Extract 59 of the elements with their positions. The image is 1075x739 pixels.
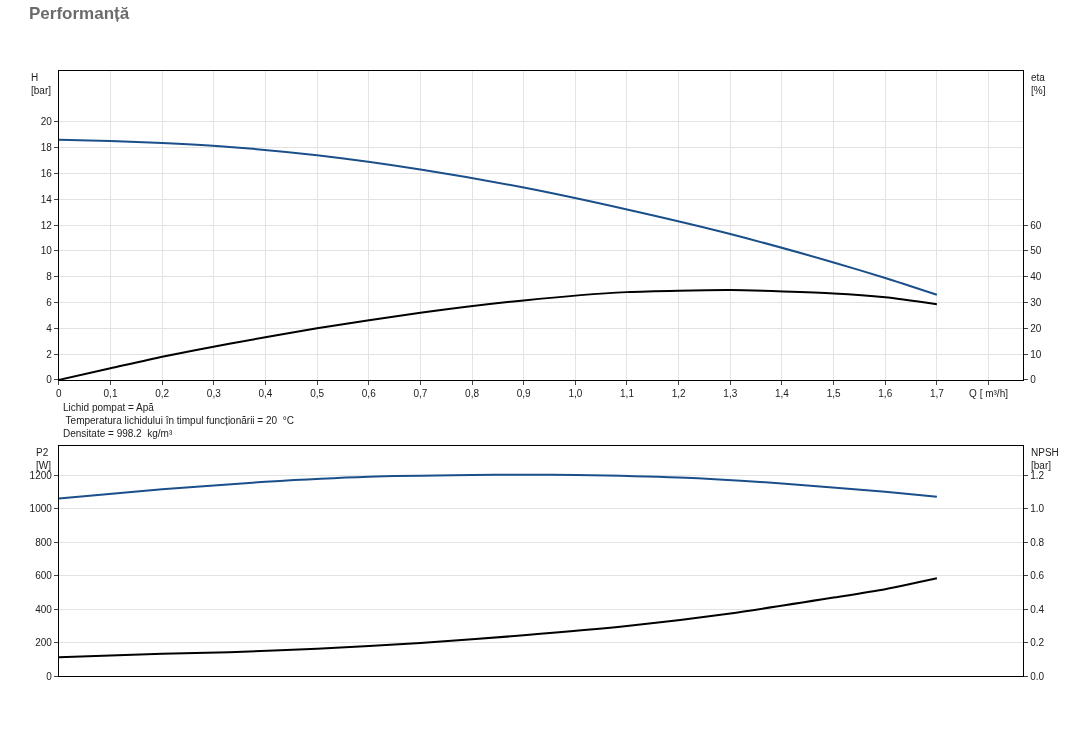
line-series [58, 473, 938, 500]
x-tick-label: 0,4 [258, 387, 273, 399]
x-tick-label: 0,1 [103, 387, 118, 399]
y2-tick-label: 1.0 [1030, 503, 1045, 515]
y-tick-label: 18 [40, 142, 53, 154]
x-tick-label: 1,7 [929, 387, 945, 399]
y-tick-label: 14 [40, 193, 53, 205]
x-tick-label: 0 [56, 387, 63, 399]
x-tick-label: 0,5 [310, 387, 325, 399]
y-tick-label: 800 [35, 536, 53, 548]
y2-tick-label: 30 [1030, 296, 1042, 308]
y-tick-label: 400 [35, 603, 53, 615]
y-tick-label: 0 [46, 374, 53, 386]
y-tick-label: 1000 [29, 503, 53, 515]
y-tick-label: 2 [46, 348, 53, 360]
y-tick-label: 12 [40, 219, 53, 231]
y-tick-label: 4 [46, 322, 53, 334]
y-tick-label: 10 [40, 245, 53, 257]
y2-tick-label: 10 [1030, 348, 1042, 360]
x-tick-label: 1,2 [671, 387, 687, 399]
x-tick-label: 1,3 [723, 387, 738, 399]
x-tick-label: 1,1 [620, 387, 635, 399]
y2-tick-label: 20 [1030, 322, 1042, 334]
x-tick-label: 1,0 [568, 387, 583, 399]
y2-tick-label: 0.0 [1030, 670, 1045, 682]
y2-tick-label: 0.4 [1030, 603, 1045, 615]
y2-tick-label: 0.6 [1030, 570, 1045, 582]
y2-tick-label: 40 [1030, 271, 1042, 283]
y-axis-title: H [bar] [31, 72, 52, 96]
y2-tick-label: 0 [1030, 374, 1037, 386]
y-axis-title: P2 [W] [36, 447, 52, 471]
y2-axis-title: eta [%] [1031, 72, 1046, 96]
x-tick-label: 1,6 [878, 387, 893, 399]
y2-tick-label: 0.8 [1030, 536, 1045, 548]
x-tick-label: 1,4 [774, 387, 790, 399]
x-tick-label: 1,5 [826, 387, 841, 399]
x-tick-label: 0,2 [155, 387, 170, 399]
y2-tick-label: 60 [1030, 219, 1042, 231]
y2-tick-label: 50 [1030, 245, 1042, 257]
x-tick-label: 0,7 [413, 387, 428, 399]
y-tick-label: 6 [46, 296, 53, 308]
chart-title: Performanță [29, 4, 130, 23]
text: Temperatura lichidului în timpul funcționării = 20 °C [63, 415, 294, 426]
y-tick-label: 20 [40, 116, 53, 128]
y2-tick-label: 0.2 [1030, 637, 1045, 649]
x-tick-label: Q [ m³/h] [969, 387, 1009, 399]
x-tick-label: 0,8 [465, 387, 480, 399]
y-tick-label: 0 [46, 670, 53, 682]
line-series [58, 138, 938, 296]
y-tick-label: 200 [35, 637, 53, 649]
y2-axis-title: NPSH [bar] [1031, 447, 1059, 471]
y-tick-label: 600 [35, 570, 53, 582]
text: Lichid pompat = Apă [63, 402, 155, 413]
x-tick-label: 0,6 [361, 387, 377, 399]
x-tick-label: 0,3 [206, 387, 222, 399]
text: Densitate = 998.2 kg/m³ [63, 428, 173, 439]
y-tick-label: 16 [40, 167, 53, 179]
x-tick-label: 0,9 [516, 387, 532, 399]
y-tick-label: 8 [46, 271, 53, 283]
